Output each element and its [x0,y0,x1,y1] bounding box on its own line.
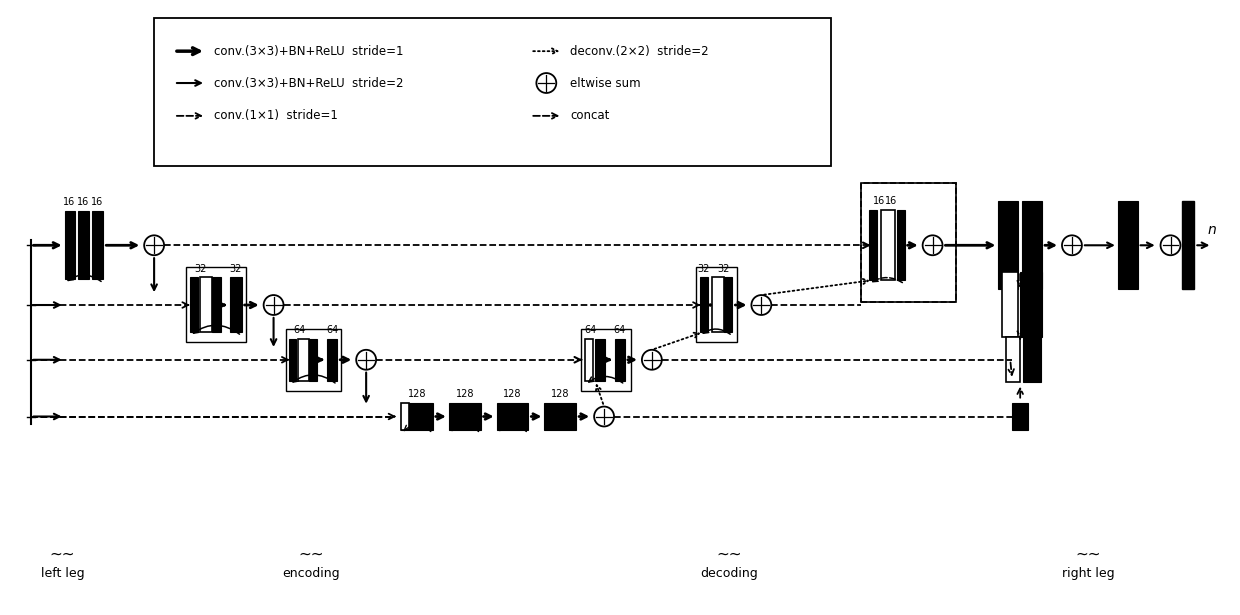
Bar [861,183,956,302]
Text: conv.(1×1)  stride=1: conv.(1×1) stride=1 [213,109,337,122]
Text: conv.(3×3)+BN+ReLU  stride=2: conv.(3×3)+BN+ReLU stride=2 [213,76,403,90]
Circle shape [923,236,942,255]
Bar [1117,202,1137,289]
Text: ~~: ~~ [1075,546,1101,561]
Text: 16: 16 [63,197,76,207]
Bar [712,277,723,332]
Bar [595,339,605,381]
Bar [861,183,956,302]
Bar [190,277,198,332]
Bar [1022,202,1042,289]
Bar [582,329,631,391]
Bar [212,277,221,332]
Bar [449,403,481,430]
Bar [699,277,708,332]
Bar [327,339,337,381]
Text: 32: 32 [718,264,729,274]
Circle shape [264,295,284,315]
Bar [1023,337,1042,382]
Circle shape [642,350,662,370]
Text: n: n [1208,223,1216,237]
Bar [615,339,625,381]
Bar [186,267,246,342]
Text: concat: concat [570,109,610,122]
Circle shape [1161,236,1180,255]
Text: 16: 16 [92,197,103,207]
Bar [869,210,877,280]
Bar [880,210,895,280]
Text: 128: 128 [408,389,427,399]
Text: eltwise sum: eltwise sum [570,76,641,90]
Circle shape [537,73,557,93]
Text: encoding: encoding [283,567,340,581]
Bar [78,212,89,279]
Text: decoding: decoding [701,567,759,581]
Text: deconv.(2×2)  stride=2: deconv.(2×2) stride=2 [570,45,709,58]
Bar [496,403,528,430]
Bar [696,267,738,342]
Circle shape [144,236,164,255]
Bar [1183,202,1194,289]
Bar [1002,272,1018,337]
Bar [93,212,103,279]
Text: 32: 32 [697,264,709,274]
Text: 16: 16 [884,196,897,207]
Bar [64,212,76,279]
Text: left leg: left leg [41,567,84,581]
Text: 64: 64 [584,325,596,335]
Bar [723,277,733,332]
Bar [229,277,242,332]
Text: 16: 16 [873,196,885,207]
Bar [897,210,905,280]
Bar [299,339,310,381]
Text: 128: 128 [551,389,569,399]
Bar [544,403,577,430]
Text: ~~: ~~ [50,546,76,561]
Bar [1012,403,1028,430]
Text: 64: 64 [294,325,305,335]
Bar [401,403,433,430]
Text: 128: 128 [503,389,522,399]
Bar [154,18,831,165]
Text: 16: 16 [77,197,89,207]
Text: 32: 32 [195,264,207,274]
Text: 128: 128 [455,389,474,399]
Text: right leg: right leg [1061,567,1115,581]
Text: ~~: ~~ [717,546,743,561]
Circle shape [751,295,771,315]
Text: 32: 32 [229,264,242,274]
Bar [289,339,296,381]
Text: 64: 64 [614,325,626,335]
Circle shape [356,350,376,370]
Text: conv.(3×3)+BN+ReLU  stride=1: conv.(3×3)+BN+ReLU stride=1 [213,45,403,58]
Circle shape [594,407,614,426]
Bar [998,202,1018,289]
Bar [585,339,593,381]
Bar [401,403,409,430]
Text: ~~: ~~ [299,546,324,561]
Bar [1006,337,1021,382]
Text: 64: 64 [326,325,339,335]
Bar [200,277,212,332]
Bar [1021,272,1042,337]
Bar [285,329,341,391]
Circle shape [1061,236,1083,255]
Bar [310,339,317,381]
